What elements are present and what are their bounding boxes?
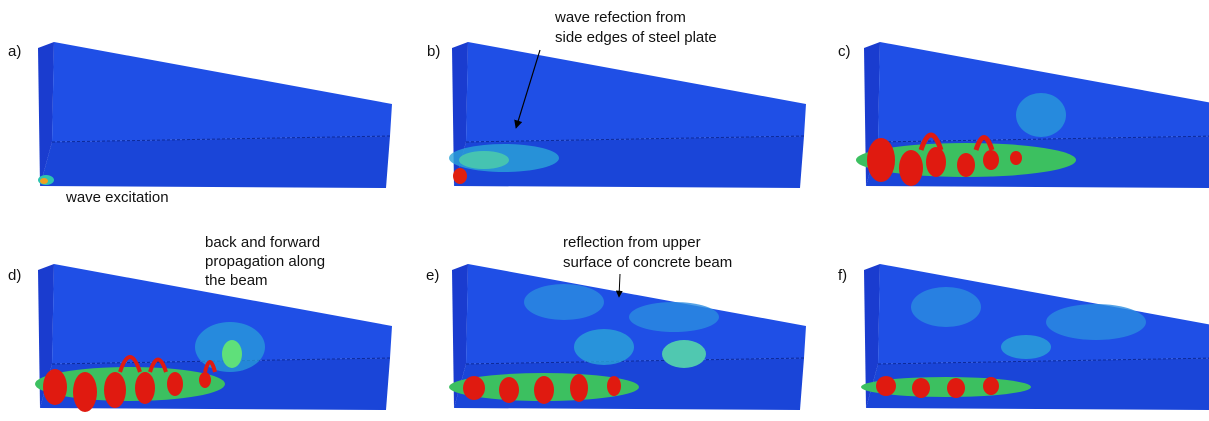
panel-a: a) wave excitation [8, 41, 393, 206]
panel-e: e) [426, 263, 807, 411]
panel-label: a) [8, 43, 21, 60]
panel-label: b) [427, 43, 440, 60]
annotation: side edges of steel plate [555, 29, 717, 46]
annotation: the beam [205, 272, 268, 289]
annotation: wave refection from [554, 9, 686, 26]
annotation: propagation along [205, 253, 325, 270]
panel-label: d) [8, 267, 21, 284]
panel-b: b) [427, 41, 807, 189]
panel-label: c) [838, 43, 851, 60]
annotation: wave excitation [65, 189, 169, 206]
panel-c: c) [838, 41, 1209, 189]
panel-f: f) [838, 263, 1209, 411]
panel-label: f) [838, 267, 847, 284]
annotation: reflection from upper [563, 234, 701, 251]
panel-label: e) [426, 267, 439, 284]
annotation: surface of concrete beam [563, 254, 732, 271]
annotation: back and forward [205, 234, 320, 251]
panel-d: d) [8, 247, 393, 412]
